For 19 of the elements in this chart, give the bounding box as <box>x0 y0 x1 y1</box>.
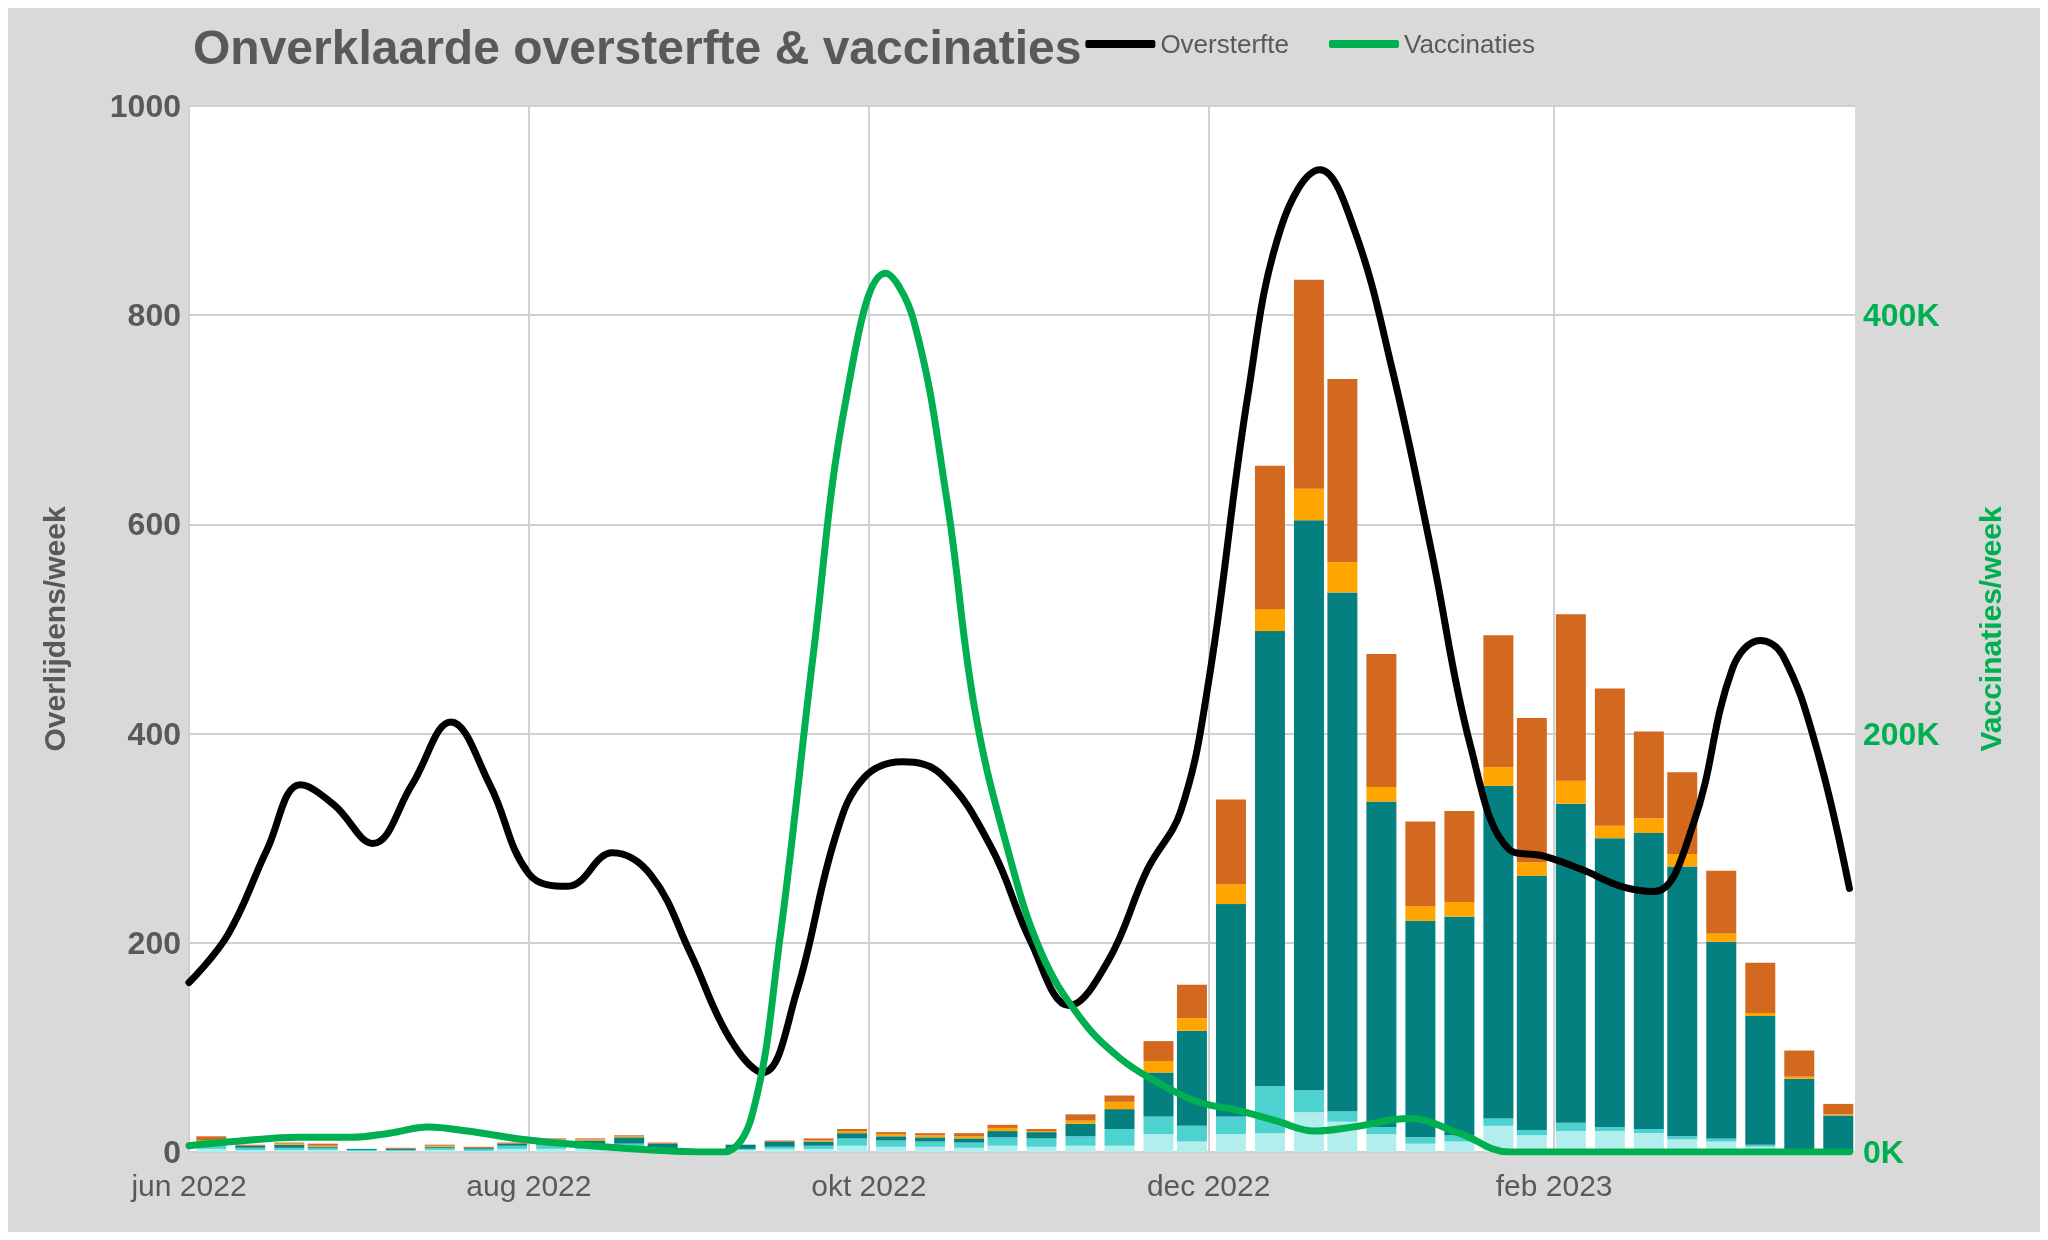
x-tick-label: dec 2022 <box>1146 1168 1271 1202</box>
y2-tick-label: 400K <box>1863 297 1940 334</box>
y2-axis-title: Vaccinaties/week <box>1973 506 2007 752</box>
x-tick-label: aug 2022 <box>466 1168 592 1202</box>
y2-tick-label: 200K <box>1863 715 1940 752</box>
x-tick-label: okt 2022 <box>811 1168 927 1202</box>
y-tick-label: 200 <box>127 924 181 961</box>
y-tick-label: 1000 <box>109 88 181 124</box>
y-tick-label: 800 <box>127 297 181 334</box>
legend-label: Oversterfte <box>1160 29 1289 59</box>
y-tick-label: 600 <box>127 506 181 543</box>
y-axis-title: Overlijdens/week <box>37 506 71 752</box>
chart-title: Onverklaarde oversterfte & vaccinaties <box>193 20 1082 74</box>
x-tick-label: feb 2023 <box>1495 1168 1613 1202</box>
y-tick-label: 400 <box>127 715 181 752</box>
legend-label: Vaccinaties <box>1403 29 1535 59</box>
y-tick-label: 0 <box>163 1134 181 1170</box>
y2-tick-label: 0K <box>1863 1134 1904 1170</box>
x-tick-label: jun 2022 <box>130 1168 247 1202</box>
